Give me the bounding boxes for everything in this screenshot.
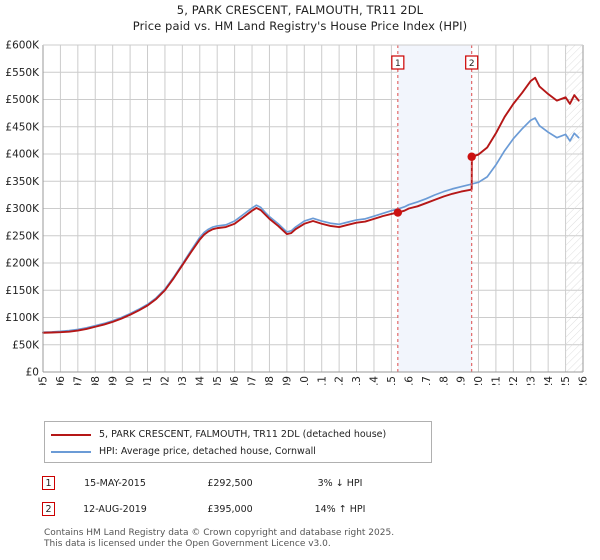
svg-text:2009: 2009 [281, 376, 293, 385]
sales-table: 1 15-MAY-2015 £292,500 3% ↓ HPI 2 12-AUG… [42, 470, 442, 522]
svg-text:1: 1 [395, 59, 401, 69]
svg-text:£50K: £50K [12, 339, 40, 351]
series-lines [42, 76, 580, 334]
title-address: 5, PARK CRESCENT, FALMOUTH, TR11 2DL [176, 3, 424, 17]
sale-hpi-delta-1: 3% ↓ HPI [317, 477, 363, 489]
svg-text:2008: 2008 [264, 376, 276, 385]
legend-swatch-property [51, 433, 91, 436]
svg-text:£350K: £350K [5, 176, 40, 188]
svg-text:1998: 1998 [90, 376, 102, 385]
chart-legend: 5, PARK CRESCENT, FALMOUTH, TR11 2DL (de… [44, 421, 432, 463]
svg-text:£600K: £600K [5, 40, 40, 52]
svg-text:2011: 2011 [316, 376, 328, 385]
y-axis-tick-labels: £0 £50K £100K £150K £200K £250K £300K £350K £400… [5, 40, 40, 379]
sale-hpi-delta-2: 14% ↑ HPI [314, 503, 366, 515]
svg-text:2025: 2025 [560, 376, 572, 385]
title-subtitle: Price paid vs. HM Land Registry's House … [132, 19, 468, 33]
sale-date-1: 15-MAY-2015 [84, 477, 146, 489]
svg-text:2022: 2022 [508, 376, 520, 385]
attribution-footer: Contains HM Land Registry data © Crown c… [44, 528, 584, 550]
svg-text:2019: 2019 [456, 376, 468, 385]
page-title: 5, PARK CRESCENT, FALMOUTH, TR11 2DL Pri… [0, 2, 600, 34]
svg-text:2024: 2024 [543, 376, 555, 385]
sale-date-2: 12-AUG-2019 [83, 503, 147, 515]
svg-text:£300K: £300K [5, 203, 40, 215]
svg-text:£500K: £500K [5, 94, 40, 106]
svg-text:2006: 2006 [229, 376, 241, 385]
svg-text:£100K: £100K [5, 312, 40, 324]
svg-text:2015: 2015 [386, 376, 398, 385]
svg-text:2001: 2001 [142, 376, 154, 385]
svg-text:£450K: £450K [5, 121, 40, 133]
svg-text:2: 2 [469, 59, 475, 69]
svg-text:2014: 2014 [369, 376, 381, 385]
legend-item-hpi: HPI: Average price, detached house, Corn… [51, 443, 425, 460]
table-row: 2 12-AUG-2019 £395,000 14% ↑ HPI [42, 496, 442, 522]
sale-badge-1: 1 [42, 476, 55, 490]
svg-text:2000: 2000 [125, 376, 137, 385]
legend-label-hpi: HPI: Average price, detached house, Corn… [99, 446, 316, 457]
svg-text:2018: 2018 [438, 376, 450, 385]
footer-licence: This data is licensed under the Open Gov… [44, 539, 331, 549]
legend-item-property: 5, PARK CRESCENT, FALMOUTH, TR11 2DL (de… [51, 426, 425, 443]
sale-price-1: £292,500 [207, 477, 253, 489]
svg-text:1995: 1995 [38, 376, 50, 385]
axes [42, 44, 584, 373]
table-row: 1 15-MAY-2015 £292,500 3% ↓ HPI [42, 470, 442, 496]
svg-text:2004: 2004 [194, 376, 206, 385]
svg-text:£250K: £250K [5, 230, 40, 242]
svg-text:2012: 2012 [334, 376, 346, 385]
incomplete-data-region [565, 45, 583, 372]
svg-text:2002: 2002 [160, 376, 172, 385]
svg-text:2005: 2005 [212, 376, 224, 385]
svg-text:2010: 2010 [299, 376, 311, 385]
legend-swatch-hpi [51, 450, 91, 453]
svg-text:2017: 2017 [421, 376, 433, 385]
svg-text:2026: 2026 [578, 376, 590, 385]
svg-text:2021: 2021 [491, 376, 503, 385]
svg-text:2003: 2003 [177, 376, 189, 385]
svg-text:£200K: £200K [5, 258, 40, 270]
legend-label-property: 5, PARK CRESCENT, FALMOUTH, TR11 2DL (de… [99, 429, 387, 440]
svg-text:£150K: £150K [5, 285, 40, 297]
svg-text:£400K: £400K [5, 149, 40, 161]
sale-badge-2: 2 [42, 502, 55, 516]
x-axis-tick-labels: 1995 1996 1997 1998 1999 2000 2001 2002 2003 2004… [38, 376, 590, 385]
svg-text:1997: 1997 [72, 376, 84, 385]
svg-text:1999: 1999 [107, 376, 119, 385]
svg-text:2016: 2016 [403, 376, 415, 385]
svg-text:£550K: £550K [5, 67, 40, 79]
svg-text:2007: 2007 [247, 376, 259, 385]
svg-text:2020: 2020 [473, 376, 485, 385]
svg-text:2013: 2013 [351, 376, 363, 385]
svg-text:2023: 2023 [525, 376, 537, 385]
sale-price-2: £395,000 [207, 503, 253, 515]
footer-copyright: Contains HM Land Registry data © Crown c… [44, 528, 395, 538]
svg-text:£0: £0 [26, 367, 39, 379]
svg-text:1996: 1996 [55, 376, 67, 385]
